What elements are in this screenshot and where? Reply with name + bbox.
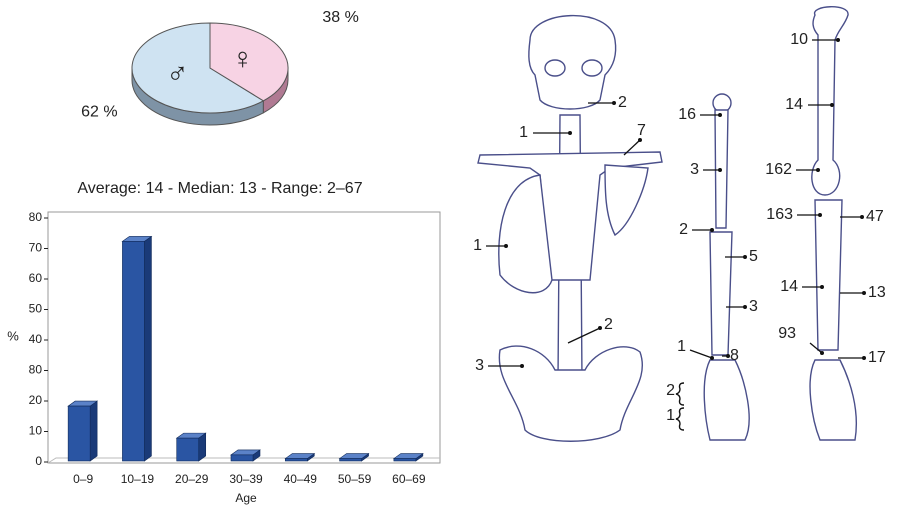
pie-slice (131, 22, 265, 114)
skeleton-label: 162 (765, 161, 792, 178)
x-tick-label: 60–69 (392, 472, 426, 486)
leader-dot (816, 168, 820, 172)
pie-slice (209, 22, 289, 102)
leader-dot (710, 356, 714, 360)
plot-frame (47, 211, 441, 464)
leader-dot (860, 215, 864, 219)
bar (122, 241, 145, 462)
bar (339, 458, 362, 462)
skeleton-label: 163 (766, 206, 793, 223)
leader-line (689, 349, 713, 359)
skeleton-label: 2 (604, 316, 613, 333)
skeleton-label: 10 (790, 31, 808, 48)
x-tick-label: 30–39 (229, 472, 263, 486)
x-axis-label: Age (235, 491, 257, 505)
leader-dot (820, 351, 824, 355)
leader-line (567, 327, 601, 344)
leader-dot (598, 326, 602, 330)
y-tick-label: 70 (29, 241, 43, 255)
x-tick-label: 40–49 (284, 472, 318, 486)
skeleton-label: 1 (473, 237, 482, 254)
leader-dot (862, 356, 866, 360)
leader-dot (718, 168, 722, 172)
y-tick-label: 60 (29, 271, 43, 285)
leader-dot (862, 291, 866, 295)
y-tick-label: 50 (29, 302, 43, 316)
skeleton-label: 8 (730, 347, 739, 364)
bar (176, 437, 200, 462)
skeleton-label: 13 (868, 284, 886, 301)
skeleton-label: 3 (475, 357, 484, 374)
y-tick-label: 10 (29, 424, 43, 438)
skeleton-label: 1 (519, 124, 528, 141)
leader-dot (743, 255, 747, 259)
skeleton-label: 3 (690, 161, 699, 178)
leader-dot (820, 285, 824, 289)
skeleton-label: 14 (780, 278, 798, 295)
leader-line (623, 139, 641, 156)
x-tick-label: 20–29 (175, 472, 209, 486)
leader-dot (710, 228, 714, 232)
bar-side (89, 400, 98, 462)
leader-line (809, 342, 823, 354)
x-tick-label: 0–9 (73, 472, 93, 486)
y-tick-label: 80 (29, 363, 43, 377)
skeleton-label: 3 (749, 298, 758, 315)
skeleton-label: 93 (778, 325, 796, 342)
skeleton-label: 2 (666, 382, 675, 399)
leader-dot (718, 113, 722, 117)
bar (230, 454, 254, 462)
y-tick-label: 20 (29, 393, 43, 407)
bar (284, 458, 308, 462)
bar-title: Average: 14 - Median: 13 - Range: 2–67 (77, 180, 362, 197)
leader-dot (504, 244, 508, 248)
y-axis-label: % (7, 328, 19, 343)
leader-dot (568, 131, 572, 135)
y-tick-label: 40 (29, 332, 43, 346)
leader-dot (830, 103, 834, 107)
skeleton-label: 47 (866, 208, 884, 225)
skeleton-label: 1 (666, 407, 675, 424)
leader-dot (818, 213, 822, 217)
leader-dot (726, 354, 730, 358)
bar-side (144, 235, 152, 462)
y-tick-label: 0 (35, 454, 42, 468)
bar (67, 405, 91, 462)
skeleton-label: 5 (749, 248, 758, 265)
y-tick-label: 80 (29, 210, 43, 224)
skeleton-label: 2 (679, 221, 688, 238)
pie-symbol: ♂ (166, 57, 189, 90)
leader-dot (612, 101, 616, 105)
leader-dot (638, 138, 642, 142)
bar (393, 458, 417, 462)
skeleton-label: 16 (678, 106, 696, 123)
leader-dot (836, 38, 840, 42)
leader-dot (520, 364, 524, 368)
pie-symbol: ♀ (231, 42, 254, 75)
skeleton-label: 2 (618, 94, 627, 111)
skeleton-label: 1 (677, 338, 686, 355)
leader-dot (743, 305, 747, 309)
x-tick-label: 50–59 (338, 472, 372, 486)
pie-value-label: 62 % (81, 104, 117, 121)
skeleton-label: 17 (868, 349, 886, 366)
x-tick-label: 10–19 (121, 472, 155, 486)
skeleton-label: 7 (637, 122, 646, 139)
pie-value-label: 38 % (322, 9, 358, 26)
skeleton-drawing (477, 6, 858, 442)
skeleton-label: 14 (785, 96, 803, 113)
